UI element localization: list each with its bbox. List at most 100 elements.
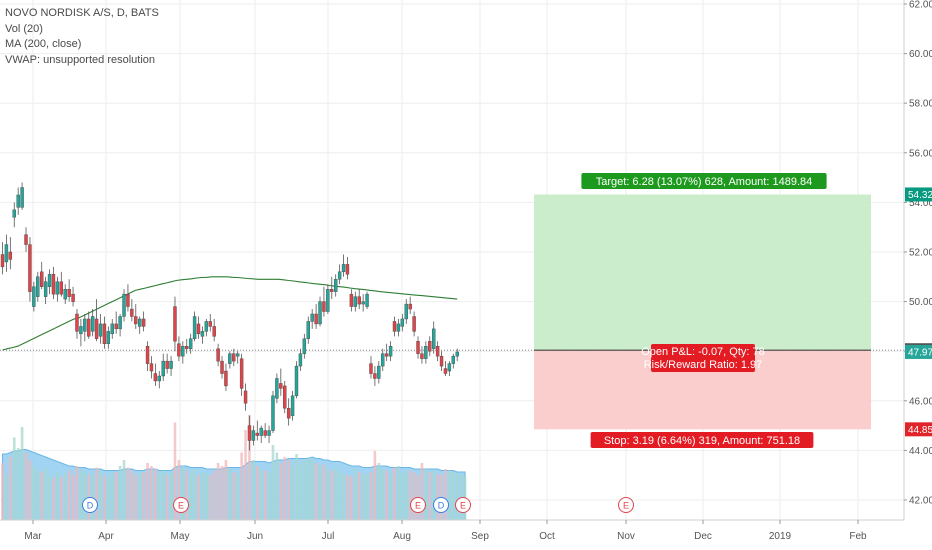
legend-symbol[interactable]: NOVO NORDISK A/S, D, BATS (5, 7, 159, 19)
candle-body (447, 363, 452, 372)
volume-bar (205, 473, 208, 520)
candle (435, 341, 440, 362)
earnings-marker[interactable]: E (455, 497, 471, 513)
volume-bar (326, 469, 330, 520)
candle (192, 311, 197, 342)
volume-bar (71, 475, 75, 520)
candle (228, 351, 232, 369)
candle (118, 314, 122, 337)
candle (220, 356, 224, 379)
candle (130, 299, 134, 322)
volume-bar (28, 460, 32, 520)
volume-bar (79, 469, 83, 520)
target-zone (534, 194, 871, 351)
price-tag: 47.97 (905, 344, 932, 359)
time-axis[interactable]: Mar Apr May Jun Jul Aug Sep Oct Nov Dec 2019 Feb (0, 519, 904, 550)
volume-bar (346, 475, 349, 520)
candle-body (90, 316, 95, 332)
candle-body (110, 323, 114, 335)
candle (28, 237, 32, 302)
legend-volume[interactable]: Vol (20) (5, 22, 43, 35)
volume-bar (244, 430, 247, 520)
volume-bar (75, 466, 79, 520)
volume-bar (110, 473, 114, 520)
long-position-tool[interactable]: Target: 6.28 (13.07%) 628, Amount: 1489.… (0, 173, 904, 448)
volume-bar (283, 457, 287, 520)
candle (90, 309, 95, 337)
volume-bar (114, 472, 118, 520)
dividend-marker[interactable]: D (82, 497, 98, 513)
candle (420, 346, 424, 364)
price-tick-label: 56.00 (909, 148, 932, 159)
candle (337, 264, 342, 285)
candle-body (98, 323, 103, 337)
volume-bar (122, 460, 126, 520)
candle-body (228, 353, 232, 364)
time-axis-bg (0, 520, 904, 550)
candle (134, 304, 138, 329)
earnings-marker[interactable]: E (173, 497, 189, 513)
candle-body (16, 194, 20, 208)
candle (157, 371, 162, 389)
dividend-marker[interactable]: D (433, 497, 449, 513)
candle-body (396, 323, 401, 332)
time-tick-label: Oct (539, 531, 555, 542)
candle (271, 390, 275, 434)
candle (451, 353, 455, 369)
volume-bar (165, 475, 169, 520)
candle (286, 398, 291, 426)
volume-bar (201, 472, 204, 520)
volume-bar (365, 473, 369, 520)
candle-body (181, 346, 185, 357)
volume-bar (126, 467, 130, 520)
event-letter: E (623, 501, 629, 511)
candle-body (55, 281, 60, 295)
volume-bar (56, 472, 59, 520)
legend-ma[interactable]: MA (200, close) (5, 38, 82, 50)
candle (290, 390, 295, 421)
candle-body (118, 316, 122, 330)
candle-body (87, 318, 91, 337)
candle (424, 341, 428, 364)
candle-body (137, 318, 142, 327)
candle-body (408, 303, 412, 310)
volume-bar (287, 460, 290, 520)
legend-vwap[interactable]: VWAP: unsupported resolution (5, 53, 156, 66)
candle-body (141, 318, 146, 327)
earnings-marker[interactable]: E (410, 497, 426, 513)
volume-bar (99, 470, 102, 520)
time-tick-label: Dec (694, 531, 712, 542)
candle-body (361, 301, 365, 305)
price-axis[interactable]: 62.0060.0058.0056.0054.0052.0050.0048.00… (903, 0, 932, 550)
candle (384, 343, 389, 362)
volume-bar (369, 472, 373, 520)
candle (334, 274, 338, 297)
price-tag-bg (905, 422, 932, 437)
candle (67, 279, 71, 302)
volume-bar (295, 454, 298, 520)
volume-bar (107, 476, 110, 520)
candle-body (220, 360, 224, 374)
volume-bar (361, 475, 365, 520)
volume-bar (44, 467, 47, 520)
earnings-marker[interactable]: E (618, 497, 634, 513)
volume-bar (404, 473, 408, 520)
stop-label-text: Stop: 3.19 (6.64%) 319, Amount: 751.18 (604, 435, 800, 447)
candle-body (145, 346, 150, 364)
candle (110, 318, 114, 339)
candle-body (428, 341, 432, 352)
candle-body (322, 301, 326, 312)
volume-bar (216, 463, 220, 520)
volume-bar (161, 470, 165, 520)
candle (267, 425, 271, 443)
candle (251, 425, 256, 446)
volume-bar (95, 467, 98, 520)
candle-body (185, 346, 189, 349)
pnl-label-bg (651, 344, 755, 372)
volume-bar (420, 463, 424, 520)
price-tag-bg (905, 187, 932, 202)
